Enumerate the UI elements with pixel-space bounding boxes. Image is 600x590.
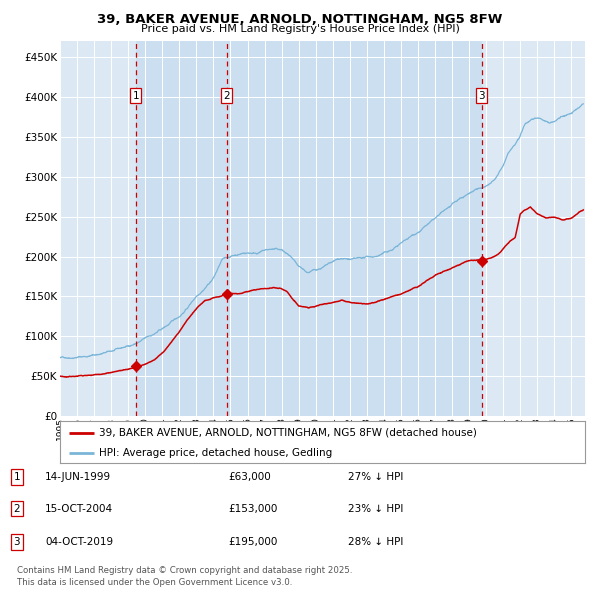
Text: £63,000: £63,000	[228, 472, 271, 481]
Text: 3: 3	[13, 537, 20, 546]
Text: 04-OCT-2019: 04-OCT-2019	[45, 537, 113, 546]
Bar	[227, 41, 482, 416]
Text: 14-JUN-1999: 14-JUN-1999	[45, 472, 111, 481]
Text: 1: 1	[133, 91, 139, 101]
Text: Contains HM Land Registry data © Crown copyright and database right 2025.
This d: Contains HM Land Registry data © Crown c…	[17, 566, 352, 587]
Text: 2: 2	[13, 504, 20, 513]
Text: £153,000: £153,000	[228, 504, 277, 513]
Text: HPI: Average price, detached house, Gedling: HPI: Average price, detached house, Gedl…	[100, 448, 332, 457]
Text: 15-OCT-2004: 15-OCT-2004	[45, 504, 113, 513]
Text: 27% ↓ HPI: 27% ↓ HPI	[348, 472, 403, 481]
Text: 28% ↓ HPI: 28% ↓ HPI	[348, 537, 403, 546]
Text: 39, BAKER AVENUE, ARNOLD, NOTTINGHAM, NG5 8FW: 39, BAKER AVENUE, ARNOLD, NOTTINGHAM, NG…	[97, 13, 503, 26]
Text: 3: 3	[479, 91, 485, 101]
Bar	[136, 41, 227, 416]
Text: 2: 2	[224, 91, 230, 101]
Text: £195,000: £195,000	[228, 537, 277, 546]
Text: Price paid vs. HM Land Registry's House Price Index (HPI): Price paid vs. HM Land Registry's House …	[140, 24, 460, 34]
Text: 39, BAKER AVENUE, ARNOLD, NOTTINGHAM, NG5 8FW (detached house): 39, BAKER AVENUE, ARNOLD, NOTTINGHAM, NG…	[100, 428, 477, 438]
Text: 23% ↓ HPI: 23% ↓ HPI	[348, 504, 403, 513]
Text: 1: 1	[13, 472, 20, 481]
